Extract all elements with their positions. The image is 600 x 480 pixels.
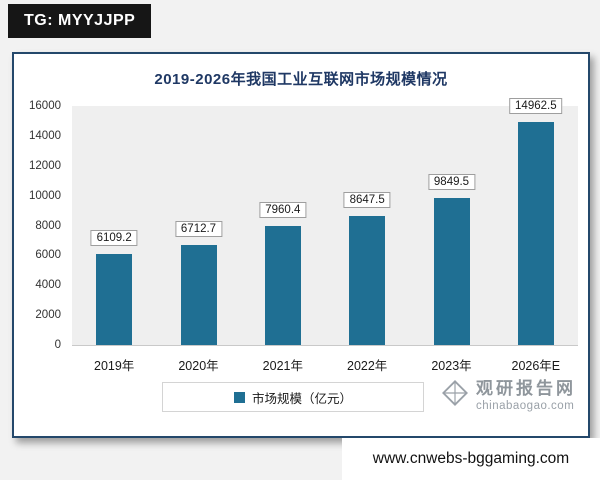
- bar-value-label: 14962.5: [509, 97, 563, 114]
- bar-value-label: 6109.2: [90, 229, 138, 246]
- bar-2019年: [96, 253, 133, 345]
- footer-url: www.cnwebs-bggaming.com: [372, 450, 570, 467]
- y-tick-label: 16000: [29, 100, 61, 112]
- x-axis-label: 2023年: [431, 359, 472, 373]
- y-tick-label: 10000: [29, 189, 61, 202]
- x-axis-label: 2026年E: [511, 359, 561, 373]
- y-axis: 0 2000 4000 6000 8000 10000 12000 14000 16000: [18, 100, 66, 351]
- x-axis-label: 2021年: [262, 359, 303, 373]
- watermark-site: chinabaogao.com: [476, 400, 575, 412]
- bar-value-label: 9849.5: [427, 173, 476, 190]
- chart-card: 2019-2026年我国工业互联网市场规模情况 0 2000 4000 6000 800…: [12, 52, 590, 438]
- bar-value-label: 7960.4: [259, 202, 307, 219]
- y-tick-label: 8000: [35, 219, 61, 232]
- y-tick-label: 12000: [29, 159, 61, 172]
- legend: 市场规模（亿元）: [162, 382, 424, 412]
- y-tick-label: 6000: [35, 249, 61, 262]
- chart-title: 2019-2026年我国工业互联网市场规模情况: [154, 71, 448, 88]
- y-tick-label: 4000: [35, 279, 61, 292]
- x-axis-label: 2022年: [347, 359, 388, 373]
- bar-2026年E: [517, 121, 554, 345]
- x-axis-label: 2019年: [94, 359, 135, 373]
- legend-label: 市场规模（亿元）: [251, 391, 352, 406]
- legend-swatch-icon: [233, 391, 245, 403]
- watermark: 观研报告网 chinabaogao.com: [441, 374, 576, 412]
- watermark-text: 观研报告网 chinabaogao.com: [476, 374, 576, 412]
- bar-2022年: [349, 215, 386, 345]
- bar-value-label: 6712.7: [174, 220, 223, 237]
- bar-2021年: [264, 226, 301, 345]
- y-tick-label: 14000: [29, 129, 61, 142]
- chinabaogao-logo-icon: [442, 380, 468, 406]
- x-axis-label: 2020年: [178, 359, 219, 373]
- bar-2020年: [180, 244, 217, 345]
- footer-bar: www.cnwebs-bggaming.com: [342, 438, 600, 480]
- y-tick-label: 2000: [35, 309, 61, 322]
- y-tick-label: 0: [54, 339, 61, 351]
- bar-2023年: [433, 197, 470, 345]
- bar-value-label: 8647.5: [343, 191, 391, 208]
- plot-area: 6109.2 2019年 6712.7 2020年 7960.4 2021年 8647.5 2…: [72, 97, 578, 373]
- watermark-brand: 观研报告网: [476, 379, 576, 398]
- tg-badge: TG: MYYJJPP: [8, 4, 152, 38]
